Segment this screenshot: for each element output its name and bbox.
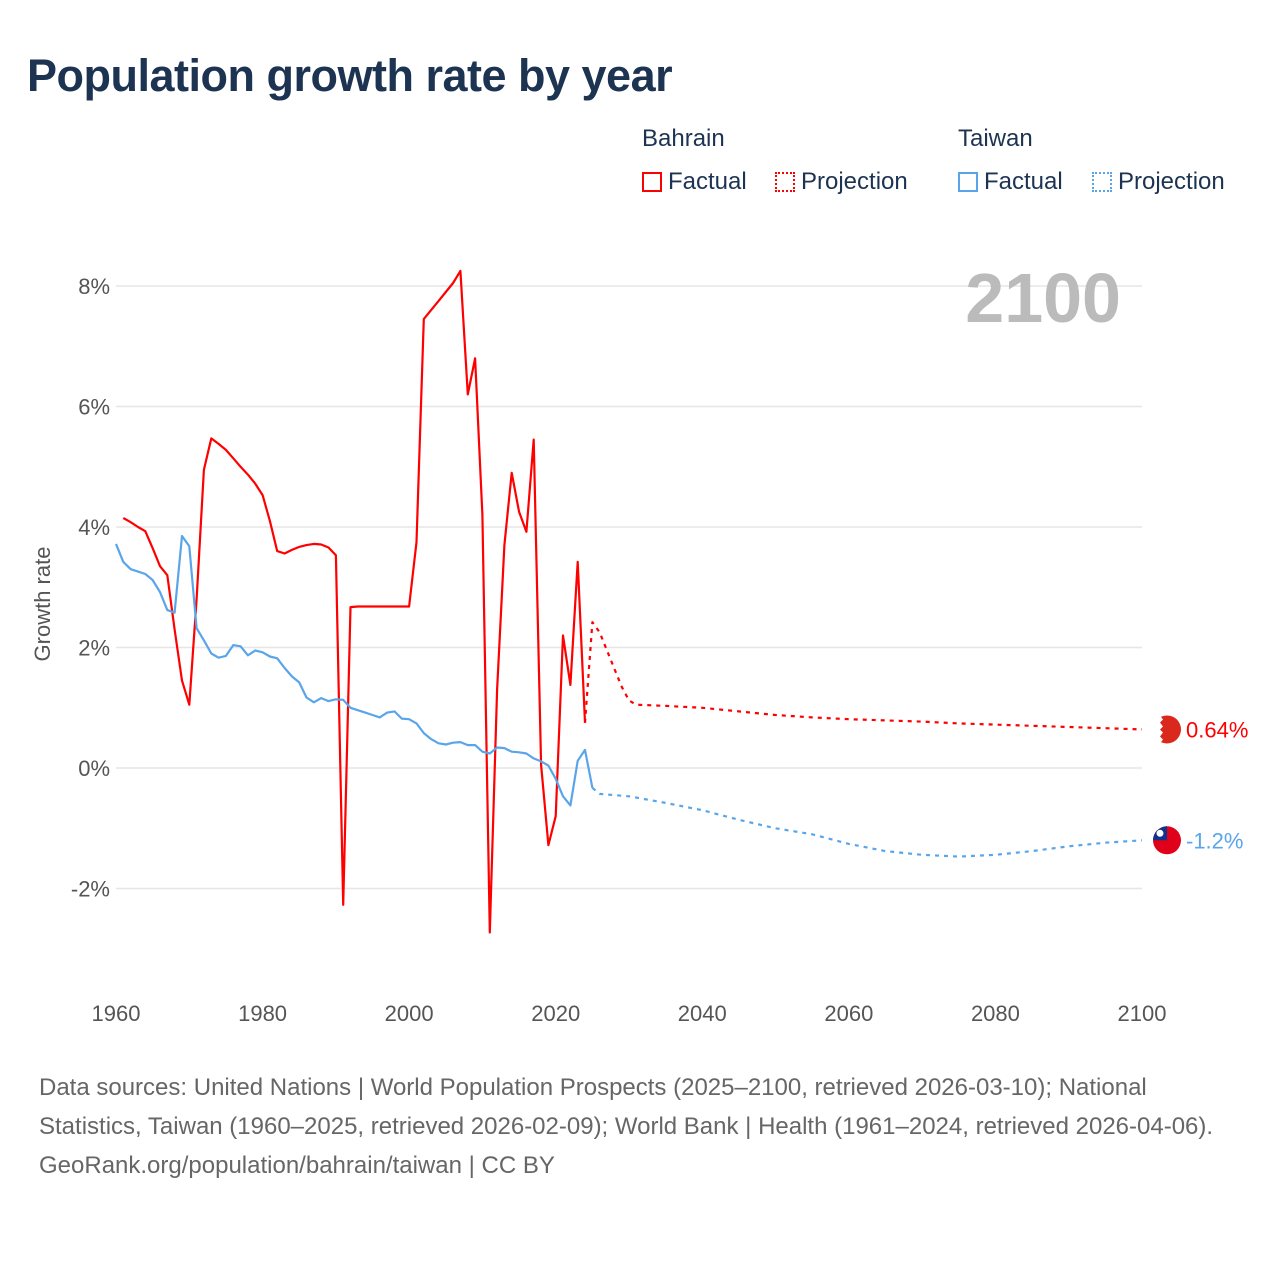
legend-group-taiwan: Taiwan [958, 125, 1033, 152]
legend-swatch-dotted [1092, 172, 1112, 192]
x-tick-label: 2040 [678, 1001, 727, 1026]
legend-taiwan-factual[interactable]: Factual [958, 168, 1063, 196]
legend-label: Projection [801, 168, 908, 195]
legend-label: Factual [668, 168, 747, 195]
x-tick-label: 2100 [1118, 1001, 1167, 1026]
end-value-label: 0.64% [1186, 717, 1248, 742]
credit-link[interactable]: GeoRank.org/population/bahrain/taiwan | … [39, 1152, 555, 1179]
legend-bahrain-factual[interactable]: Factual [642, 168, 747, 196]
series-line-bahrain-projection [583, 621, 1143, 731]
footer: Data sources: United Nations | World Pop… [39, 1068, 1249, 1185]
flag-taiwan-icon [1153, 826, 1181, 855]
y-tick-label: 8% [78, 274, 110, 299]
legend-label: Projection [1118, 168, 1225, 195]
legend-group-bahrain: Bahrain [642, 125, 725, 152]
y-axis-label: Growth rate [30, 547, 55, 662]
year-display: 2100 [965, 259, 1121, 337]
chart-title: Population growth rate by year [27, 50, 673, 101]
flag-bahrain-icon [1153, 715, 1181, 744]
legend-label: Factual [984, 168, 1063, 195]
x-tick-label: 2080 [971, 1001, 1020, 1026]
x-tick-label: 1980 [238, 1001, 287, 1026]
x-tick-label: 2000 [385, 1001, 434, 1026]
data-sources: Data sources: United Nations | World Pop… [39, 1074, 1214, 1140]
x-tick-label: 2060 [824, 1001, 873, 1026]
legend-swatch-dotted [775, 172, 795, 192]
series-line-taiwan-factual [114, 534, 594, 807]
x-tick-label: 1960 [92, 1001, 141, 1026]
series-line-bahrain-factual [122, 269, 587, 934]
y-tick-label: 6% [78, 395, 110, 420]
legend-swatch-solid [642, 172, 662, 192]
y-tick-label: 0% [78, 756, 110, 781]
y-tick-label: 4% [78, 515, 110, 540]
legend-taiwan-projection[interactable]: Projection [1092, 168, 1225, 196]
y-tick-label: -2% [71, 877, 110, 902]
legend-bahrain-projection[interactable]: Projection [775, 168, 908, 196]
series-line-taiwan-projection [591, 787, 1143, 858]
x-tick-label: 2020 [531, 1001, 580, 1026]
y-tick-label: 2% [78, 636, 110, 661]
legend-swatch-solid [958, 172, 978, 192]
end-value-label: -1.2% [1186, 828, 1243, 853]
